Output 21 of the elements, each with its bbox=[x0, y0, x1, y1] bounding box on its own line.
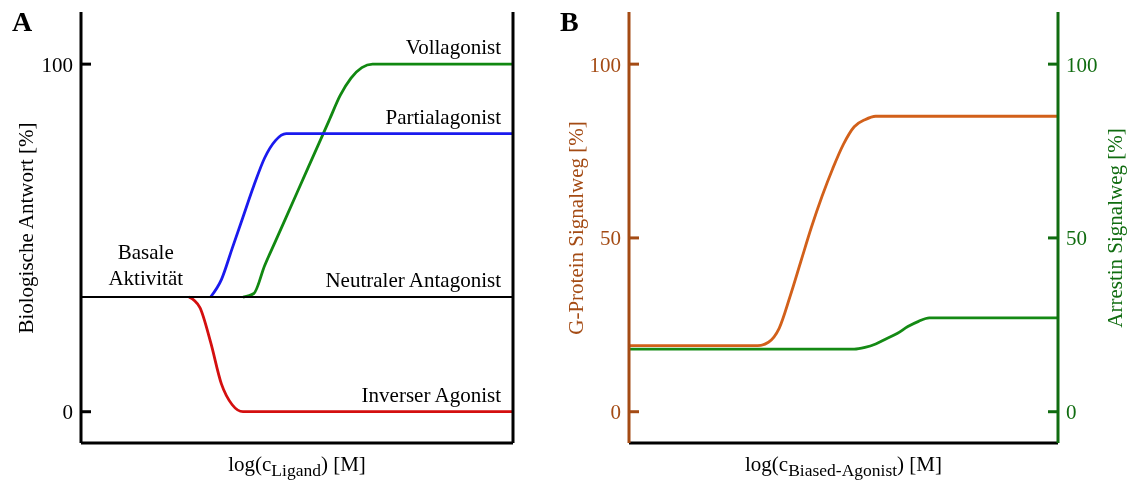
y2-tick-label: 100 bbox=[1066, 52, 1098, 77]
y2-tick-label: 0 bbox=[1066, 400, 1077, 425]
y-tick-label: 0 bbox=[610, 400, 621, 425]
y-axis-title: Biologische Antwort [%] bbox=[13, 121, 39, 334]
y2-axis-title: Arrestin Signalweg [%] bbox=[1102, 127, 1128, 328]
line-series bbox=[187, 295, 515, 414]
x-axis-title: log(c$_{Biased-Agonist}$) [M] bbox=[744, 452, 943, 482]
y-tick-label: 100 bbox=[589, 52, 621, 77]
y-tick-label: 50 bbox=[600, 226, 621, 251]
y-axis-title: G-Protein Signalweg [%] bbox=[563, 120, 589, 335]
annotation: Basale Aktivität bbox=[108, 240, 184, 291]
chart-title: A bbox=[12, 6, 33, 38]
line-series bbox=[241, 62, 515, 299]
chart-title: B bbox=[560, 6, 579, 38]
x-axis-title: log(c$_{Ligand}$) [M] bbox=[227, 452, 367, 482]
y2-tick-label: 50 bbox=[1066, 226, 1087, 251]
line-series bbox=[209, 132, 515, 299]
series-label: Vollagonist bbox=[405, 35, 502, 60]
series-label: Partialagonist bbox=[385, 104, 502, 129]
series-label: Inverser Agonist bbox=[361, 382, 502, 407]
series-label: Neutraler Antagonist bbox=[325, 268, 502, 293]
